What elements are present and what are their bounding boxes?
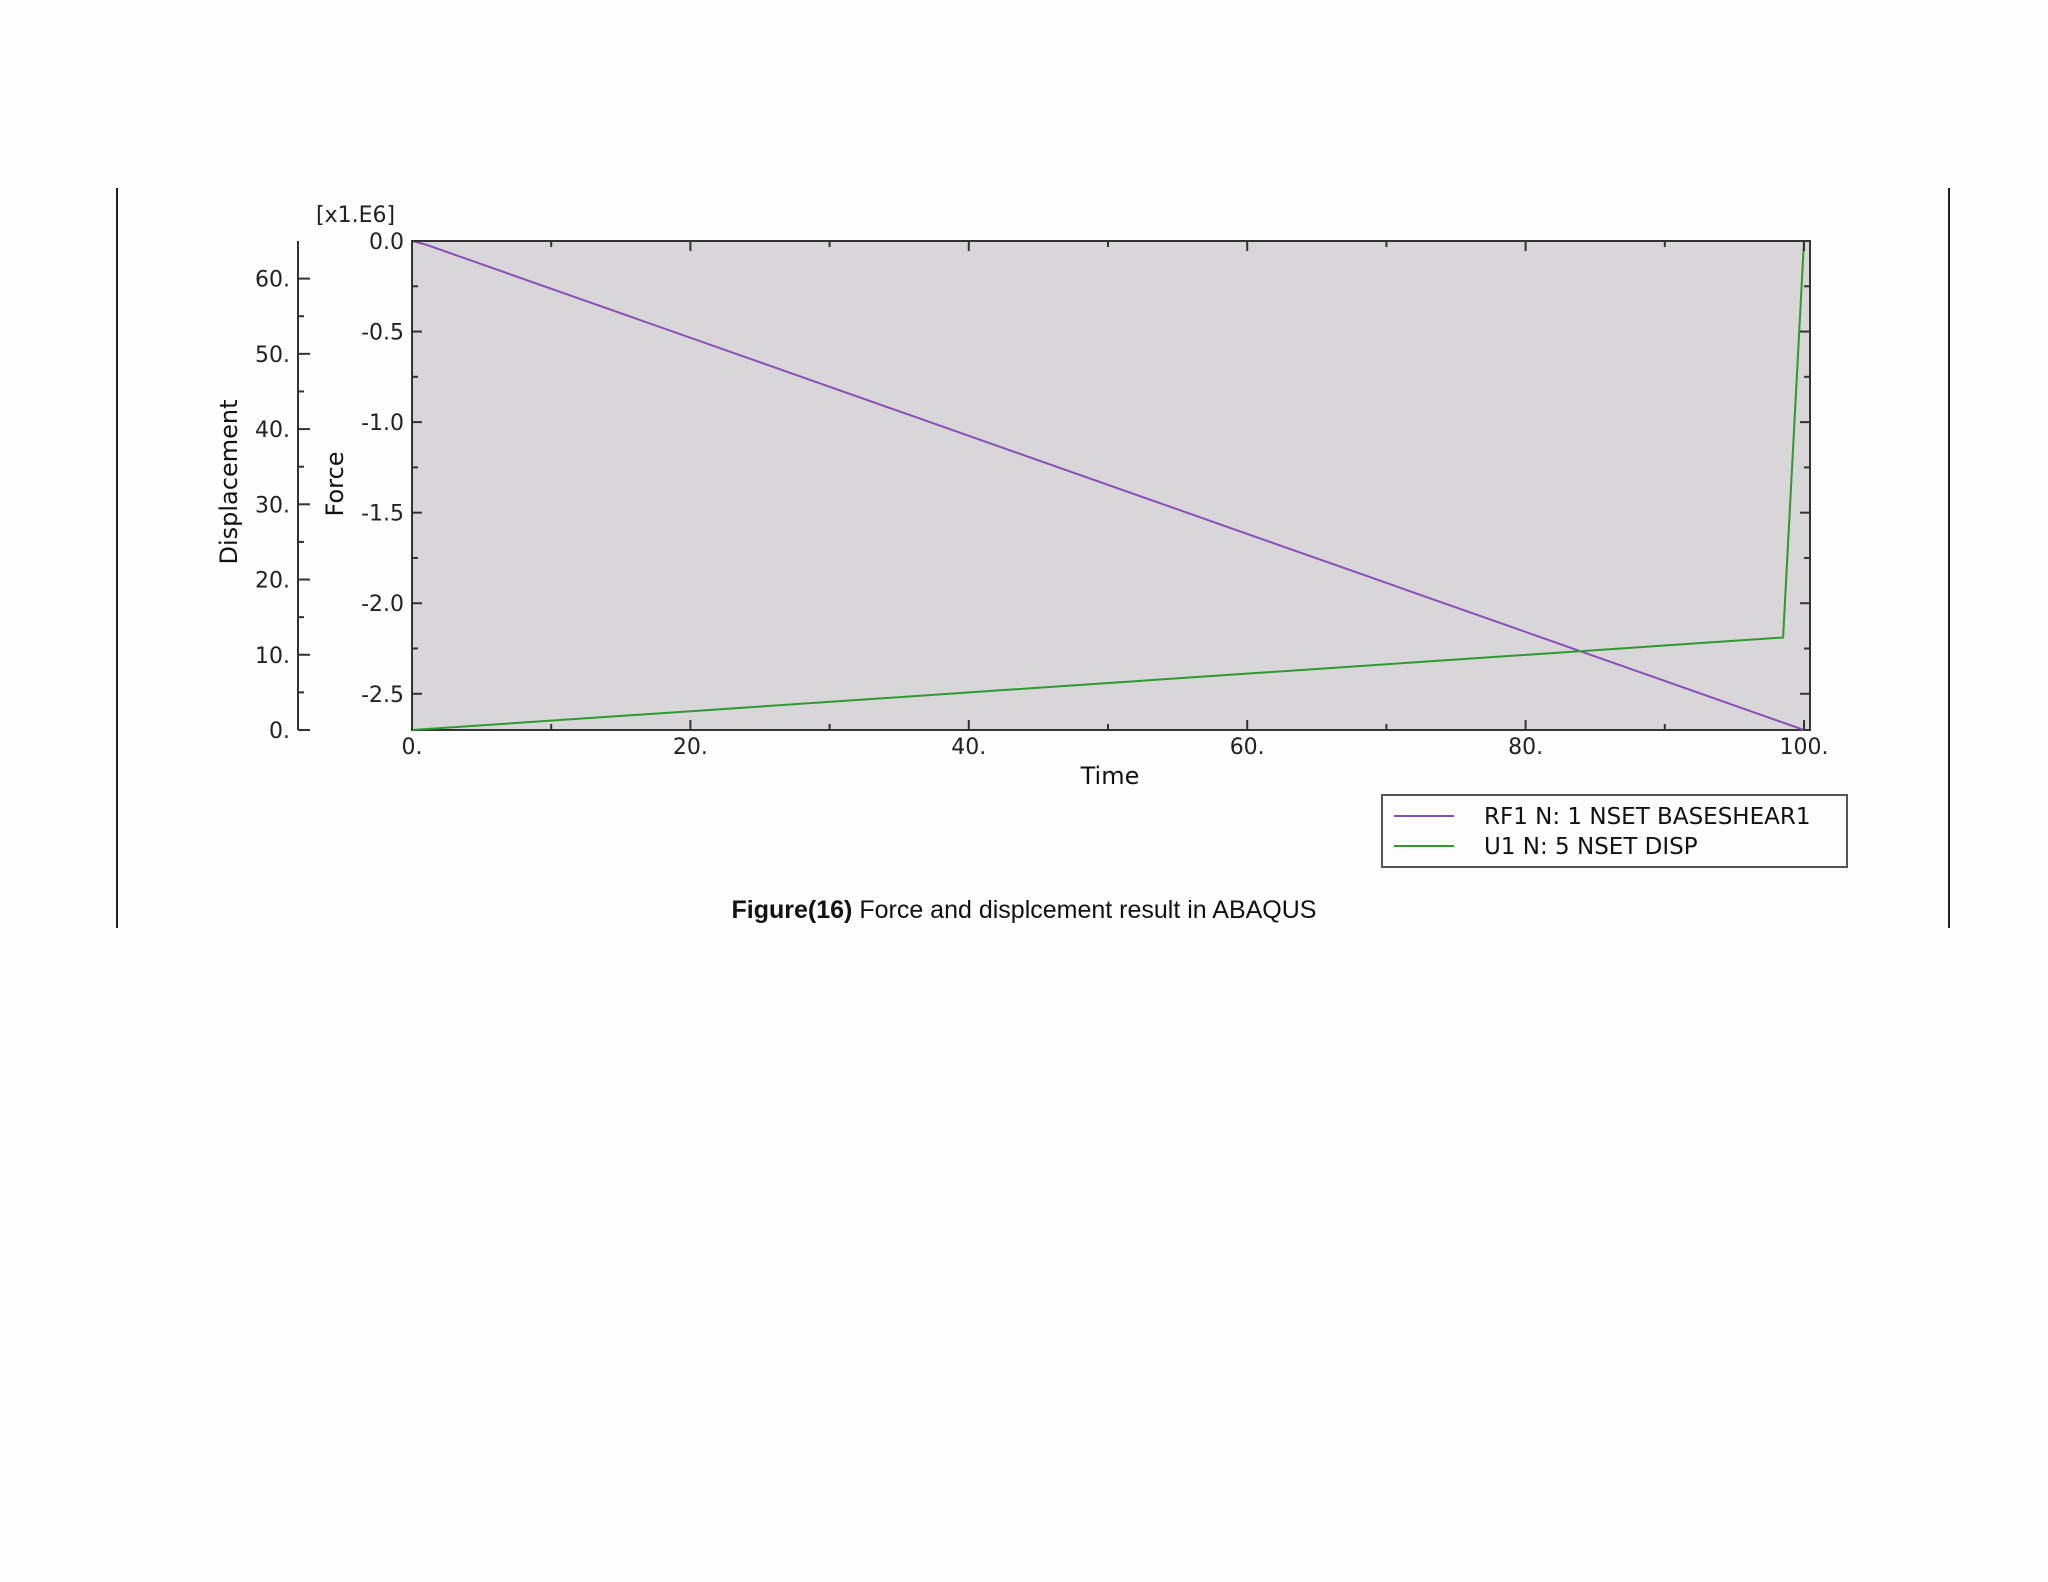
force-tick-label: -2.0 (361, 592, 404, 617)
figure-caption: Figure(16) Force and displcement result … (0, 896, 2048, 925)
displacement-axis-title: Displacement (215, 400, 243, 565)
figure-caption-text: Force and displcement result in ABAQUS (852, 896, 1317, 924)
x-tick-label: 60. (1230, 735, 1265, 760)
force-axis-multiplier: [x1.E6] (316, 203, 395, 228)
legend-label-u1: U1 N: 5 NSET DISP (1484, 834, 1698, 860)
force-tick-label: -1.5 (361, 502, 404, 527)
force-axis-title: Force (321, 452, 349, 517)
displacement-tick-label: 50. (255, 343, 290, 368)
page-left-rule (116, 188, 118, 928)
x-tick-label: 80. (1508, 735, 1543, 760)
legend-box (1381, 794, 1848, 868)
force-tick-label: 0.0 (369, 230, 404, 255)
force-tick-label: -2.5 (361, 683, 404, 708)
x-tick-label: 40. (951, 735, 986, 760)
x-tick-label: 20. (673, 735, 708, 760)
page-right-rule (1948, 188, 1950, 928)
displacement-tick-label: 0. (269, 719, 290, 744)
force-tick-label: -1.0 (361, 411, 404, 436)
x-tick-label: 0. (402, 735, 423, 760)
series-line-u1 (411, 240, 1805, 731)
x-tick-label: 100. (1780, 735, 1829, 760)
legend: RF1 N: 1 NSET BASESHEAR1 U1 N: 5 NSET DI… (1381, 794, 1848, 868)
displacement-tick-label: 40. (255, 418, 290, 443)
series-line-rf1 (411, 240, 1805, 731)
displacement-tick-label: 10. (255, 644, 290, 669)
displacement-tick-label: 30. (255, 493, 290, 518)
figure-caption-label: Figure(16) (731, 896, 853, 924)
legend-label-rf1: RF1 N: 1 NSET BASESHEAR1 (1484, 804, 1810, 830)
x-axis-title: Time (1080, 762, 1140, 790)
force-tick-label: -0.5 (361, 321, 404, 346)
displacement-tick-label: 20. (255, 569, 290, 594)
displacement-tick-label: 60. (255, 268, 290, 293)
